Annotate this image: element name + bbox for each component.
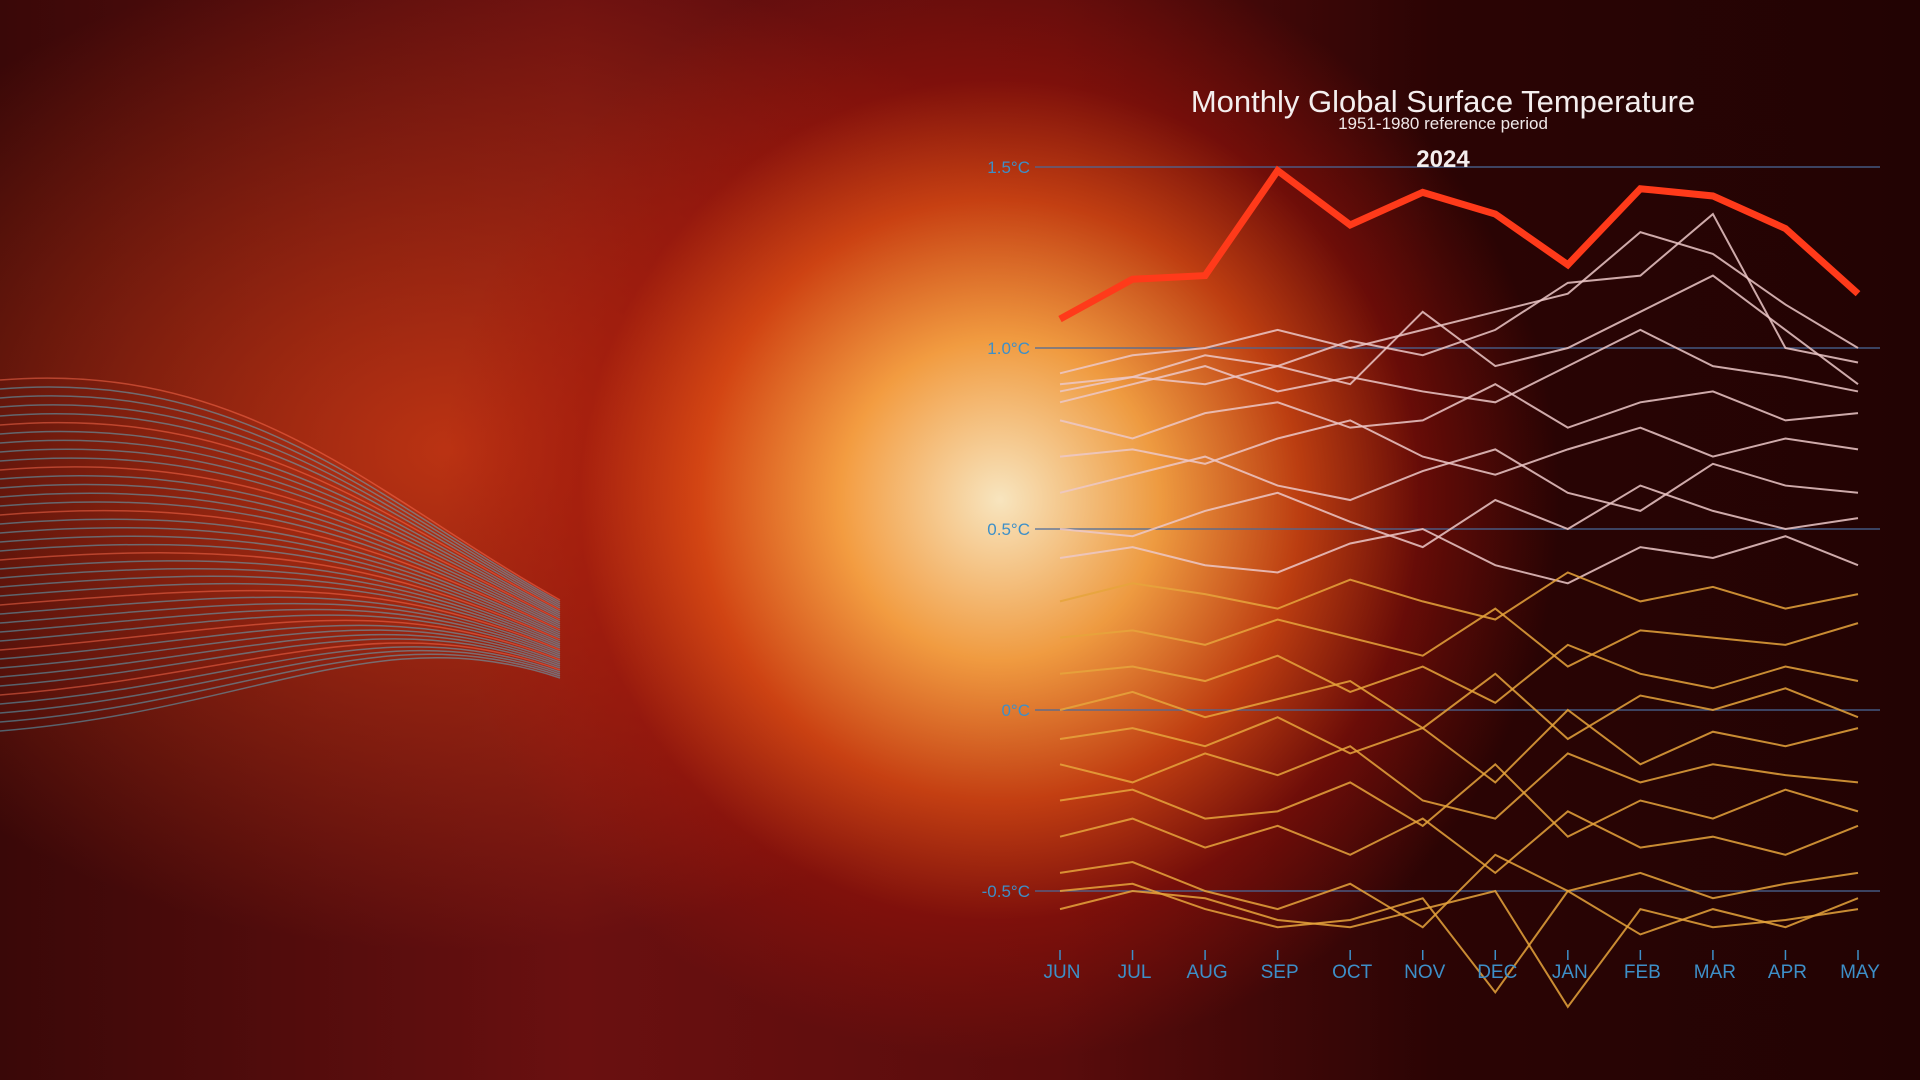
x-tick-label: FEB bbox=[1624, 962, 1661, 983]
x-tick-label: DEC bbox=[1477, 962, 1517, 983]
chart-title: Monthly Global Surface Temperature bbox=[1190, 84, 1696, 119]
year-series-line bbox=[1059, 708, 1859, 784]
streak bbox=[0, 619, 561, 661]
streak bbox=[0, 509, 561, 631]
y-tick-label: 1.0°C bbox=[987, 339, 1030, 358]
year-series-line bbox=[1059, 882, 1859, 995]
year-series-line bbox=[1059, 607, 1859, 668]
year-series-line bbox=[1059, 383, 1859, 440]
x-tick-label: AUG bbox=[1186, 962, 1227, 983]
year-series-line bbox=[1059, 448, 1859, 512]
streak bbox=[0, 386, 561, 603]
streak bbox=[0, 430, 561, 613]
streak bbox=[0, 629, 561, 669]
streak bbox=[0, 543, 561, 639]
y-tick-label: 0°C bbox=[1001, 701, 1030, 720]
streak bbox=[0, 560, 561, 643]
chart-subtitle: 1951-1980 reference period bbox=[1338, 114, 1548, 133]
streak bbox=[0, 552, 561, 641]
streak bbox=[0, 624, 561, 663]
streak bbox=[0, 377, 561, 601]
streak bbox=[0, 395, 561, 605]
streak bbox=[0, 602, 561, 655]
year-series-line bbox=[1059, 672, 1859, 741]
streak bbox=[0, 535, 561, 637]
streak bbox=[0, 656, 561, 732]
background-streaks bbox=[0, 377, 561, 732]
x-tick-label: APR bbox=[1768, 962, 1807, 983]
x-tick-label: JUL bbox=[1118, 962, 1152, 983]
streak bbox=[0, 474, 561, 623]
highlight-series-line bbox=[1058, 165, 1861, 323]
x-tick-label: MAR bbox=[1694, 962, 1736, 983]
streak bbox=[0, 653, 561, 723]
year-series-line bbox=[1059, 889, 1859, 1009]
highlight-year-label: 2024 bbox=[1416, 146, 1470, 173]
streak bbox=[0, 589, 561, 651]
streak bbox=[0, 492, 561, 627]
streak bbox=[0, 518, 561, 633]
streak bbox=[0, 633, 561, 678]
year-series-line bbox=[1059, 745, 1859, 820]
streak bbox=[0, 582, 561, 649]
y-tick-label: 1.5°C bbox=[987, 158, 1030, 177]
streak bbox=[0, 646, 561, 705]
year-series-line bbox=[1059, 274, 1859, 393]
x-tick-label: NOV bbox=[1404, 962, 1446, 983]
year-series-line bbox=[1059, 328, 1859, 404]
year-series-line bbox=[1059, 419, 1859, 476]
streak bbox=[0, 596, 561, 653]
year-series-line bbox=[1059, 212, 1859, 386]
streak bbox=[0, 457, 561, 619]
streak bbox=[0, 412, 561, 609]
year-series-line bbox=[1059, 810, 1859, 875]
streak bbox=[0, 567, 561, 645]
y-tick-label: 0.5°C bbox=[987, 520, 1030, 539]
x-tick-label: SEP bbox=[1261, 962, 1299, 983]
year-series-line bbox=[1059, 527, 1859, 585]
x-tick-label: JUN bbox=[1044, 962, 1081, 983]
streak bbox=[0, 642, 561, 696]
year-series-line bbox=[1059, 484, 1859, 549]
y-tick-label: -0.5°C bbox=[982, 882, 1030, 901]
streak bbox=[0, 421, 561, 611]
streak bbox=[0, 575, 561, 647]
streak bbox=[0, 466, 561, 621]
streak bbox=[0, 404, 561, 607]
streak bbox=[0, 483, 561, 625]
year-series-line bbox=[1059, 643, 1859, 704]
streak bbox=[0, 527, 561, 635]
x-tick-label: OCT bbox=[1332, 962, 1373, 983]
streak bbox=[0, 439, 561, 615]
year-series-line bbox=[1059, 231, 1859, 375]
streak bbox=[0, 614, 561, 659]
streak bbox=[0, 638, 561, 687]
x-tick-label: MAY bbox=[1840, 962, 1880, 983]
x-tick-label: JAN bbox=[1552, 962, 1588, 983]
year-series-line bbox=[1059, 571, 1859, 621]
year-series-line bbox=[1059, 762, 1859, 838]
streak bbox=[0, 608, 561, 657]
year-series-line bbox=[1059, 853, 1859, 929]
streak bbox=[0, 448, 561, 617]
streak bbox=[0, 501, 561, 629]
streak bbox=[0, 649, 561, 714]
